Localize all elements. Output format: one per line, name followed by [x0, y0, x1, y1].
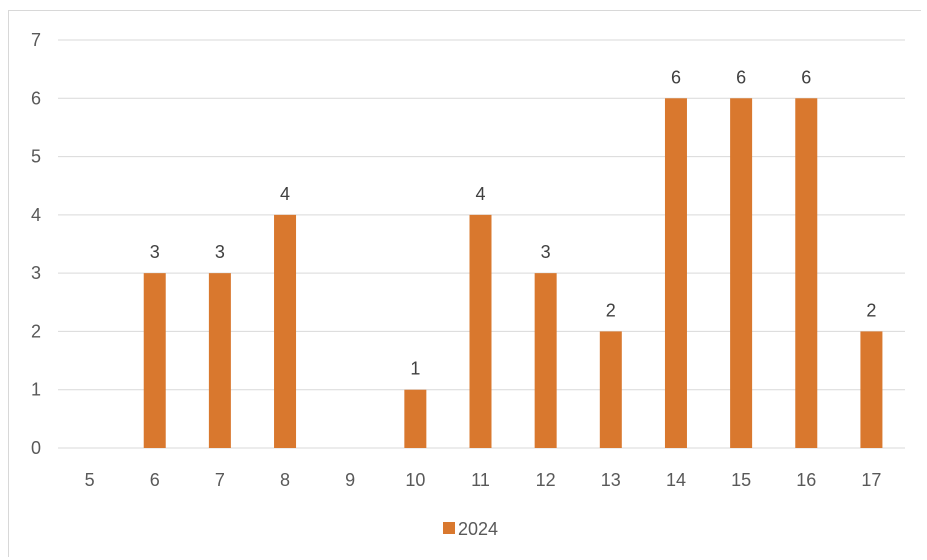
x-tick-label-13: 13 [601, 470, 621, 490]
bar-6 [143, 273, 166, 448]
bar-10 [404, 389, 427, 448]
bar-17 [860, 331, 883, 448]
data-label-7: 3 [215, 242, 225, 262]
legend-swatch-2024 [443, 522, 455, 534]
data-label-10: 1 [410, 359, 420, 379]
x-tick-label-9: 9 [345, 470, 355, 490]
y-tick-label: 3 [31, 263, 41, 283]
x-tick-label-11: 11 [471, 470, 490, 490]
data-label-6: 3 [150, 242, 160, 262]
bar-13 [599, 331, 622, 448]
bar-14 [664, 98, 687, 449]
x-tick-label-7: 7 [215, 470, 225, 490]
bar-7 [208, 273, 231, 448]
bar-16 [795, 98, 818, 449]
x-tick-label-17: 17 [861, 470, 881, 490]
legend: 2024 [443, 519, 498, 539]
data-label-13: 2 [606, 300, 616, 320]
data-label-15: 6 [736, 67, 746, 87]
x-tick-label-16: 16 [796, 470, 816, 490]
bar-11 [469, 214, 492, 448]
x-tick-label-6: 6 [150, 470, 160, 490]
y-tick-label: 2 [31, 321, 41, 341]
x-tick-label-5: 5 [85, 470, 95, 490]
x-tick-label-14: 14 [666, 470, 686, 490]
data-label-14: 6 [671, 67, 681, 87]
y-tick-label: 1 [31, 380, 41, 400]
legend-label-2024: 2024 [458, 519, 498, 539]
x-tick-label-12: 12 [536, 470, 556, 490]
data-labels: 3 3 4 1 4 3 2 6 6 6 2 [150, 67, 877, 378]
bar-15 [730, 98, 753, 449]
y-tick-label: 7 [31, 30, 41, 50]
bar-12 [534, 273, 557, 448]
data-label-17: 2 [866, 300, 876, 320]
y-tick-label: 5 [31, 147, 41, 167]
bar-8 [274, 214, 297, 448]
data-label-11: 4 [475, 184, 485, 204]
x-tick-label-8: 8 [280, 470, 290, 490]
data-label-16: 6 [801, 67, 811, 87]
y-tick-label: 6 [31, 88, 41, 108]
y-tick-label: 4 [31, 205, 41, 225]
x-tick-label-15: 15 [731, 470, 751, 490]
data-label-8: 4 [280, 184, 290, 204]
y-tick-label: 0 [31, 438, 41, 458]
x-axis-ticks: 5 6 7 8 9 10 11 12 13 14 15 16 17 [85, 470, 882, 490]
data-label-12: 3 [541, 242, 551, 262]
x-tick-label-10: 10 [405, 470, 425, 490]
bars [143, 98, 883, 449]
y-axis-ticks: 0 1 2 3 4 5 6 7 [31, 30, 41, 458]
